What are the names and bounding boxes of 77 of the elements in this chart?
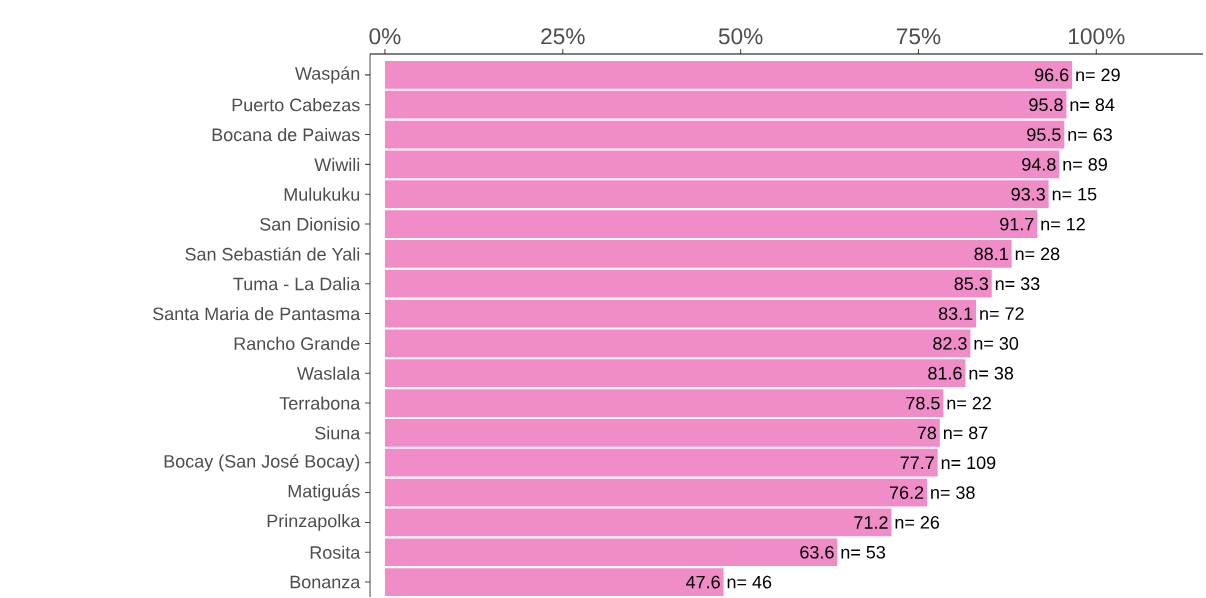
annotation: n= 30 <box>974 337 1019 350</box>
data-label: 47.6 <box>686 575 720 589</box>
y-tick-label: Rancho Grande <box>234 337 360 351</box>
x-tick-label: 50% <box>718 28 763 45</box>
y-tick-label: San Dionisio <box>260 217 360 231</box>
y-tick-label: Matiguás <box>288 484 360 502</box>
bar <box>384 568 724 597</box>
data-label: 78 <box>917 426 937 440</box>
annotation: n= 63 <box>1068 128 1112 142</box>
data-label: 78.5 <box>906 396 940 410</box>
annotation: n= 89 <box>1063 158 1107 171</box>
data-label: 91.7 <box>1000 217 1034 231</box>
y-tick-label: Rosita <box>310 545 361 560</box>
y-tick-label: Bocay (San José Bocay) <box>164 454 360 472</box>
data-label: 83.1 <box>938 307 973 321</box>
bar <box>384 478 927 507</box>
y-tick-label: Bonanza <box>290 576 361 589</box>
annotation: n= 53 <box>841 546 886 559</box>
data-label: 93.3 <box>1011 188 1045 201</box>
annotation: n= 87 <box>943 426 988 440</box>
annotation: n= 33 <box>995 277 1040 291</box>
data-label: 76.2 <box>889 486 924 500</box>
data-label: 88.1 <box>974 247 1008 261</box>
y-tick-label: Santa Maria de Pantasma <box>152 307 361 321</box>
bar <box>384 210 1038 239</box>
annotation: n= 84 <box>1070 98 1115 112</box>
annotation: n= 109 <box>941 456 996 470</box>
bar <box>384 359 966 388</box>
bar <box>384 91 1067 119</box>
bar <box>384 538 838 567</box>
annotation: n= 29 <box>1076 68 1120 82</box>
bar <box>384 299 977 328</box>
data-label: 71.2 <box>854 516 888 529</box>
bar <box>384 270 992 298</box>
data-label: 85.3 <box>954 277 988 291</box>
y-tick-label: Wiwili <box>314 158 360 172</box>
x-tick-label: 100% <box>1069 28 1125 45</box>
annotation: n= 38 <box>969 367 1014 380</box>
annotation: n= 46 <box>727 575 772 589</box>
bar <box>384 150 1060 179</box>
bar <box>384 449 938 477</box>
data-label: 81.6 <box>928 367 962 380</box>
annotation: n= 26 <box>895 516 940 530</box>
x-tick-label: 25% <box>541 28 585 45</box>
data-label: 82.3 <box>933 337 967 350</box>
bar <box>384 508 892 537</box>
x-tick-label: 0% <box>369 28 401 45</box>
annotation: n= 72 <box>980 307 1024 321</box>
data-label: 96.6 <box>1034 68 1069 82</box>
y-tick-label: San Sebastián de Yali <box>185 247 360 261</box>
y-tick-label: Siuna <box>315 426 361 440</box>
bar <box>384 240 1012 269</box>
annotation: n= 22 <box>947 397 991 410</box>
y-tick-label: Prinzapolka <box>267 514 361 532</box>
y-tick-label: Tuma - La Dalia <box>233 277 361 291</box>
bar <box>384 389 944 418</box>
bar <box>384 329 971 358</box>
data-label: 77.7 <box>900 456 934 470</box>
data-label: 95.8 <box>1029 98 1063 112</box>
bar <box>384 61 1073 89</box>
annotation: n= 12 <box>1041 218 1085 231</box>
y-tick-label: Mulukuku <box>284 187 360 202</box>
annotation: n= 28 <box>1015 247 1060 261</box>
bar <box>384 419 940 448</box>
annotation: n= 38 <box>931 486 975 500</box>
bar <box>384 180 1049 209</box>
data-label: 94.8 <box>1022 158 1056 171</box>
data-label: 95.5 <box>1027 128 1061 142</box>
y-tick-label: Terrabona <box>279 396 361 410</box>
bar <box>384 120 1065 149</box>
y-tick-label: Waslala <box>297 366 361 381</box>
y-tick-label: Puerto Cabezas <box>232 98 360 112</box>
annotation: n= 15 <box>1052 188 1097 201</box>
y-tick-label: Bocana de Paiwas <box>212 128 360 142</box>
x-tick-label: 75% <box>896 28 941 45</box>
y-tick-label: Waspán <box>295 66 360 84</box>
data-label: 63.6 <box>800 546 834 559</box>
